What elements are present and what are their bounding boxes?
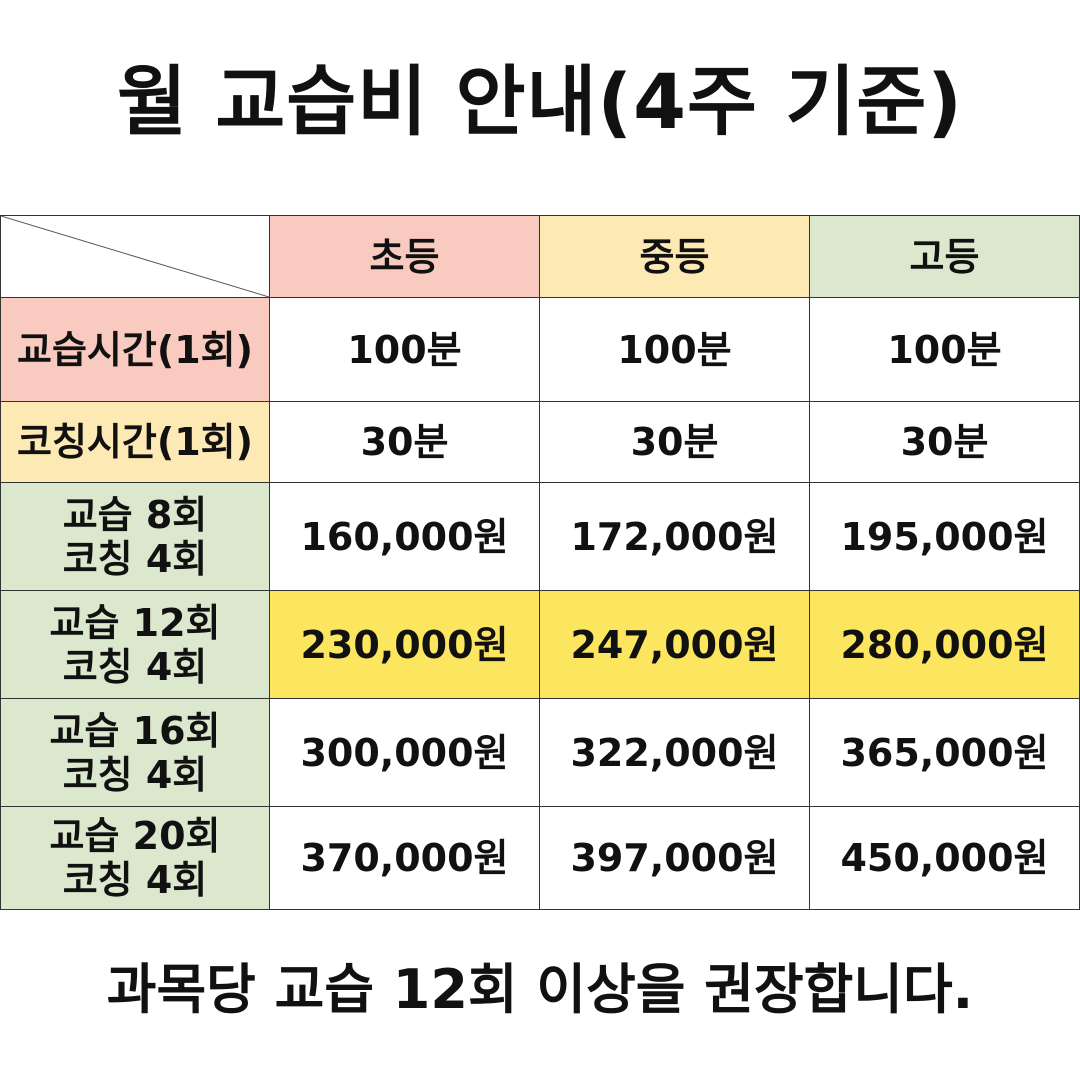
row-header-plan-8: 교습 8회 코칭 4회	[0, 482, 270, 591]
price-cell: 195,000원	[809, 482, 1080, 591]
row-header-line: 교습 12회	[49, 600, 221, 645]
row-header-plan-20: 교습 20회 코칭 4회	[0, 806, 270, 910]
tuition-table: 초등 중등 고등 교습시간(1회) 100분 100분 100분 코칭시간(1회…	[0, 215, 1080, 910]
col-header-high: 고등	[809, 215, 1080, 298]
price-cell-highlight: 280,000원	[809, 590, 1080, 699]
row-header-line: 교습 20회	[49, 814, 221, 858]
row-header-line: 코칭 4회	[62, 858, 208, 902]
price-cell-highlight: 230,000원	[269, 590, 540, 699]
price-cell: 370,000원	[269, 806, 540, 910]
table-cell: 100분	[269, 297, 540, 402]
table-row: 코칭시간(1회) 30분 30분 30분	[0, 401, 1080, 483]
row-header-line: 코칭 4회	[62, 752, 208, 797]
price-cell: 397,000원	[539, 806, 810, 910]
table-cell: 100분	[539, 297, 810, 402]
price-cell: 365,000원	[809, 698, 1080, 807]
table-row: 교습 20회 코칭 4회 370,000원 397,000원 450,000원	[0, 806, 1080, 910]
row-header-line: 코칭시간(1회)	[17, 420, 253, 464]
price-cell: 322,000원	[539, 698, 810, 807]
row-header-lesson-time: 교습시간(1회)	[0, 297, 270, 402]
table-row-highlight: 교습 12회 코칭 4회 230,000원 247,000원 280,000원	[0, 590, 1080, 699]
price-cell: 160,000원	[269, 482, 540, 591]
table-header-row: 초등 중등 고등	[0, 215, 1080, 298]
row-header-line: 코칭 4회	[62, 536, 208, 581]
table-cell: 30분	[269, 401, 540, 483]
col-header-elementary: 초등	[269, 215, 540, 298]
row-header-line: 교습시간(1회)	[17, 327, 253, 372]
price-cell: 300,000원	[269, 698, 540, 807]
price-cell-highlight: 247,000원	[539, 590, 810, 699]
row-header-coaching-time: 코칭시간(1회)	[0, 401, 270, 483]
recommendation-note: 과목당 교습 12회 이상을 권장합니다.	[106, 958, 974, 1021]
table-cell: 100분	[809, 297, 1080, 402]
row-header-plan-12: 교습 12회 코칭 4회	[0, 590, 270, 699]
col-header-middle: 중등	[539, 215, 810, 298]
diagonal-divider-icon	[1, 216, 269, 297]
corner-cell	[0, 215, 270, 298]
row-header-plan-16: 교습 16회 코칭 4회	[0, 698, 270, 807]
price-cell: 450,000원	[809, 806, 1080, 910]
table-row: 교습 16회 코칭 4회 300,000원 322,000원 365,000원	[0, 698, 1080, 807]
table-row: 교습 8회 코칭 4회 160,000원 172,000원 195,000원	[0, 482, 1080, 591]
row-header-line: 교습 16회	[49, 708, 221, 753]
row-header-line: 교습 8회	[62, 492, 208, 537]
table-cell: 30분	[539, 401, 810, 483]
table-cell: 30분	[809, 401, 1080, 483]
page-title: 월 교습비 안내(4주 기준)	[116, 57, 963, 146]
row-header-line: 코칭 4회	[62, 644, 208, 689]
table-row: 교습시간(1회) 100분 100분 100분	[0, 297, 1080, 402]
price-cell: 172,000원	[539, 482, 810, 591]
